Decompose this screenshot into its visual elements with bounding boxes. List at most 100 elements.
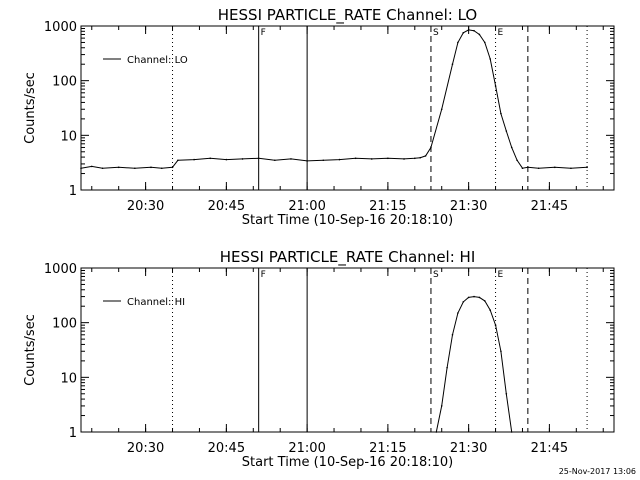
data-point [500,350,502,353]
data-point [457,312,459,314]
data-point [478,296,481,299]
data-point [306,160,308,162]
data-point [586,166,588,169]
y-tick-label: 1000 [44,20,77,35]
series-line [435,296,513,433]
data-point [354,157,357,160]
chart-title: HESSI PARTICLE_RATE Channel: HI [220,248,476,267]
data-point [419,156,421,159]
data-point [160,167,163,170]
data-point [257,157,260,160]
footer-timestamp: 25-Nov-2017 13:06 [559,467,636,476]
data-point [193,158,195,161]
data-point [527,166,529,169]
data-point [413,157,416,160]
data-point [430,146,432,149]
data-point [177,159,179,162]
data-point [446,366,448,369]
y-tick-label: 100 [52,75,77,90]
data-point [440,108,443,111]
data-point [387,157,389,160]
data-point [494,324,497,326]
data-point [500,112,502,115]
y-tick-label: 100 [52,317,77,332]
data-point [370,158,373,160]
data-point [510,146,513,149]
data-point [274,159,276,162]
x-tick-label: 20:45 [208,441,245,456]
data-point [521,167,524,170]
x-tick-label: 21:00 [288,199,325,214]
data-point [473,295,475,298]
data-point [467,29,470,31]
plot-frame [80,25,615,191]
data-point [483,41,486,44]
x-tick-label: 21:15 [369,199,406,214]
marker-label: S [433,270,439,280]
data-point [570,167,572,170]
data-point [483,300,486,302]
legend-label: Channel: LO [127,55,188,66]
data-point [403,158,405,160]
data-point [451,333,454,336]
data-point [505,392,508,395]
data-point [101,167,104,170]
data-point [473,29,475,32]
data-point [338,158,341,161]
data-point [150,166,152,169]
data-point [134,167,136,170]
data-point [290,158,292,160]
marker-label: F [261,28,266,38]
x-axis-label: Start Time (10-Sep-16 20:18:10) [242,455,453,470]
data-point [467,296,470,299]
data-point [435,431,438,433]
data-point [516,159,518,162]
data-point [322,159,325,162]
data-point [462,301,465,303]
x-tick-label: 21:00 [288,441,325,456]
legend-label: Channel: HI [127,297,185,308]
data-point [209,157,212,160]
marker-label: E [498,28,504,38]
data-point [489,58,491,60]
x-axis-label: Start Time (10-Sep-16 20:18:10) [242,213,453,228]
data-point [241,158,244,160]
marker-label: E [498,270,504,280]
marker-label: S [433,28,439,38]
x-tick-label: 20:30 [127,441,164,456]
y-tick-label: 1 [69,426,77,441]
data-point [451,63,454,66]
y-tick-label: 10 [60,129,77,144]
data-point [553,166,556,169]
data-point [225,158,228,161]
x-tick-label: 21:45 [531,199,568,214]
data-point [171,166,174,169]
x-tick-label: 21:15 [369,441,406,456]
data-point [90,165,93,168]
data-point [117,166,120,169]
y-tick-label: 10 [60,371,77,386]
x-tick-label: 20:30 [127,199,164,214]
x-tick-label: 21:30 [450,441,487,456]
data-point [478,33,481,36]
x-tick-label: 21:30 [450,199,487,214]
x-tick-label: 20:45 [208,199,245,214]
data-point [505,130,508,132]
y-axis-label: Counts/sec [23,72,38,144]
data-point [80,167,82,170]
y-tick-label: 1000 [44,262,77,277]
data-point [510,431,513,433]
y-tick-label: 1 [69,184,77,199]
data-point [537,167,540,170]
y-axis-label: Counts/sec [23,314,38,386]
data-point [494,85,497,87]
data-point [440,405,443,407]
marker-label: F [261,270,266,280]
x-tick-label: 21:45 [531,441,568,456]
data-point [424,155,427,157]
data-point [489,309,491,311]
chart-title: HESSI PARTICLE_RATE Channel: LO [218,6,477,25]
data-point [462,32,465,34]
data-point [457,41,459,44]
